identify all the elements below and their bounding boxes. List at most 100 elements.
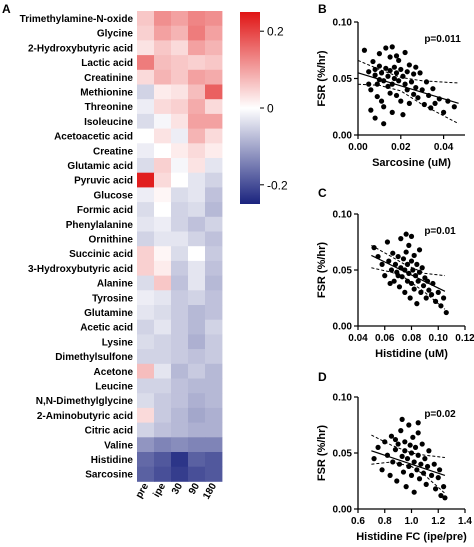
data-point xyxy=(379,261,385,267)
heatmap-cell xyxy=(188,378,206,394)
y-tick-label: 0.10 xyxy=(333,393,353,404)
heatmap-cell xyxy=(188,407,206,423)
data-point xyxy=(441,484,447,490)
data-point xyxy=(421,101,427,108)
heatmap-cell xyxy=(154,349,172,365)
heatmap-cell xyxy=(137,290,155,306)
heatmap-cell xyxy=(205,143,223,159)
heatmap-cell xyxy=(154,290,172,306)
heatmap-cell xyxy=(188,128,206,144)
data-point xyxy=(419,441,425,447)
heatmap-cell xyxy=(154,305,172,321)
heatmap-cell xyxy=(137,113,155,129)
data-point xyxy=(408,79,415,85)
p-value-annotation: p=0.011 xyxy=(424,34,461,45)
heatmap-cell xyxy=(205,99,223,115)
heatmap-cell xyxy=(205,349,223,365)
heatmap-cell xyxy=(205,305,223,321)
heatmap-cell xyxy=(188,246,206,262)
heatmap-row-label: Lactic acid xyxy=(81,58,133,69)
heatmap-cell xyxy=(188,393,206,409)
data-point xyxy=(432,486,439,492)
heatmap-cell xyxy=(154,143,172,159)
heatmap-row-label: Creatine xyxy=(93,146,133,157)
heatmap-cell xyxy=(137,231,155,247)
heatmap-cell xyxy=(137,319,155,335)
data-point xyxy=(411,71,417,77)
data-point xyxy=(418,289,424,295)
heatmap-cell xyxy=(171,40,189,56)
heatmap-cell xyxy=(154,393,172,409)
heatmap-row-label: Glucose xyxy=(94,190,134,201)
heatmap-cell xyxy=(137,84,155,100)
heatmap-cell xyxy=(171,11,189,27)
data-point xyxy=(403,231,409,237)
y-axis-label: FSR (%/hr) xyxy=(316,242,328,299)
data-point xyxy=(410,267,416,273)
x-axis-label: Sarcosine (uM) xyxy=(372,157,451,169)
heatmap-column-label: 90 xyxy=(187,481,202,497)
heatmap-cell xyxy=(205,452,223,468)
data-point xyxy=(396,78,402,84)
heatmap-row-label: N,N-Dimethylglycine xyxy=(36,396,134,407)
heatmap-cell xyxy=(171,158,189,174)
heatmap-cell xyxy=(188,452,206,468)
confidence-band-line xyxy=(371,244,445,277)
data-point xyxy=(372,66,378,73)
x-tick-label: 0.10 xyxy=(429,333,449,344)
heatmap-cell xyxy=(137,349,155,365)
x-tick-label: 0.04 xyxy=(434,142,454,153)
heatmap-cell xyxy=(188,290,206,306)
data-point xyxy=(407,295,413,301)
data-point xyxy=(403,249,409,255)
data-point xyxy=(378,70,385,76)
heatmap-cell xyxy=(171,349,189,365)
heatmap-cell xyxy=(154,466,172,482)
heatmap-cell xyxy=(205,334,223,350)
data-point xyxy=(395,441,401,447)
heatmap-cell xyxy=(205,55,223,71)
heatmap-cell xyxy=(171,187,189,203)
heatmap-cell xyxy=(205,466,223,482)
confidence-band-line xyxy=(357,83,459,125)
heatmap-cell xyxy=(154,55,172,71)
data-point xyxy=(398,236,404,242)
heatmap-cell xyxy=(154,231,172,247)
heatmap-column-label: 180 xyxy=(201,481,219,501)
data-point xyxy=(376,51,382,57)
heatmap-cell xyxy=(137,99,155,115)
data-point xyxy=(385,73,391,79)
heatmap-cell xyxy=(188,84,206,100)
y-tick-label: 0.05 xyxy=(333,266,353,277)
data-point xyxy=(393,53,400,59)
heatmap-cell xyxy=(137,25,155,41)
data-point xyxy=(402,289,408,295)
data-point xyxy=(428,105,434,111)
heatmap-row-label: Pyruvic acid xyxy=(74,176,133,187)
heatmap-row-label: Isoleucine xyxy=(84,117,133,128)
heatmap-cell xyxy=(137,128,155,144)
heatmap-cell xyxy=(188,55,206,71)
y-tick-label: 0.00 xyxy=(333,322,353,333)
heatmap-cell xyxy=(154,84,172,100)
data-point xyxy=(406,242,412,248)
heatmap-cell xyxy=(188,260,206,276)
data-point xyxy=(387,67,393,74)
panel-label-a: A xyxy=(2,2,11,16)
data-point xyxy=(402,439,408,445)
heatmap-cell xyxy=(188,305,206,321)
data-point xyxy=(424,463,431,470)
data-point xyxy=(383,65,389,71)
heatmap-cell xyxy=(171,231,189,247)
data-point xyxy=(415,95,421,101)
heatmap-row-label: Trimethylamine-N-oxide xyxy=(20,14,134,25)
heatmap-cell xyxy=(137,363,155,379)
data-point xyxy=(398,66,404,73)
heatmap-row-label: 2-Hydroxybutyric acid xyxy=(28,43,133,54)
data-point xyxy=(420,283,427,289)
heatmap-column-label: ipe xyxy=(151,481,168,499)
data-point xyxy=(387,472,393,478)
heatmap-row-label: Alanine xyxy=(97,279,134,290)
data-point xyxy=(438,492,444,499)
heatmap-cell xyxy=(188,99,206,115)
